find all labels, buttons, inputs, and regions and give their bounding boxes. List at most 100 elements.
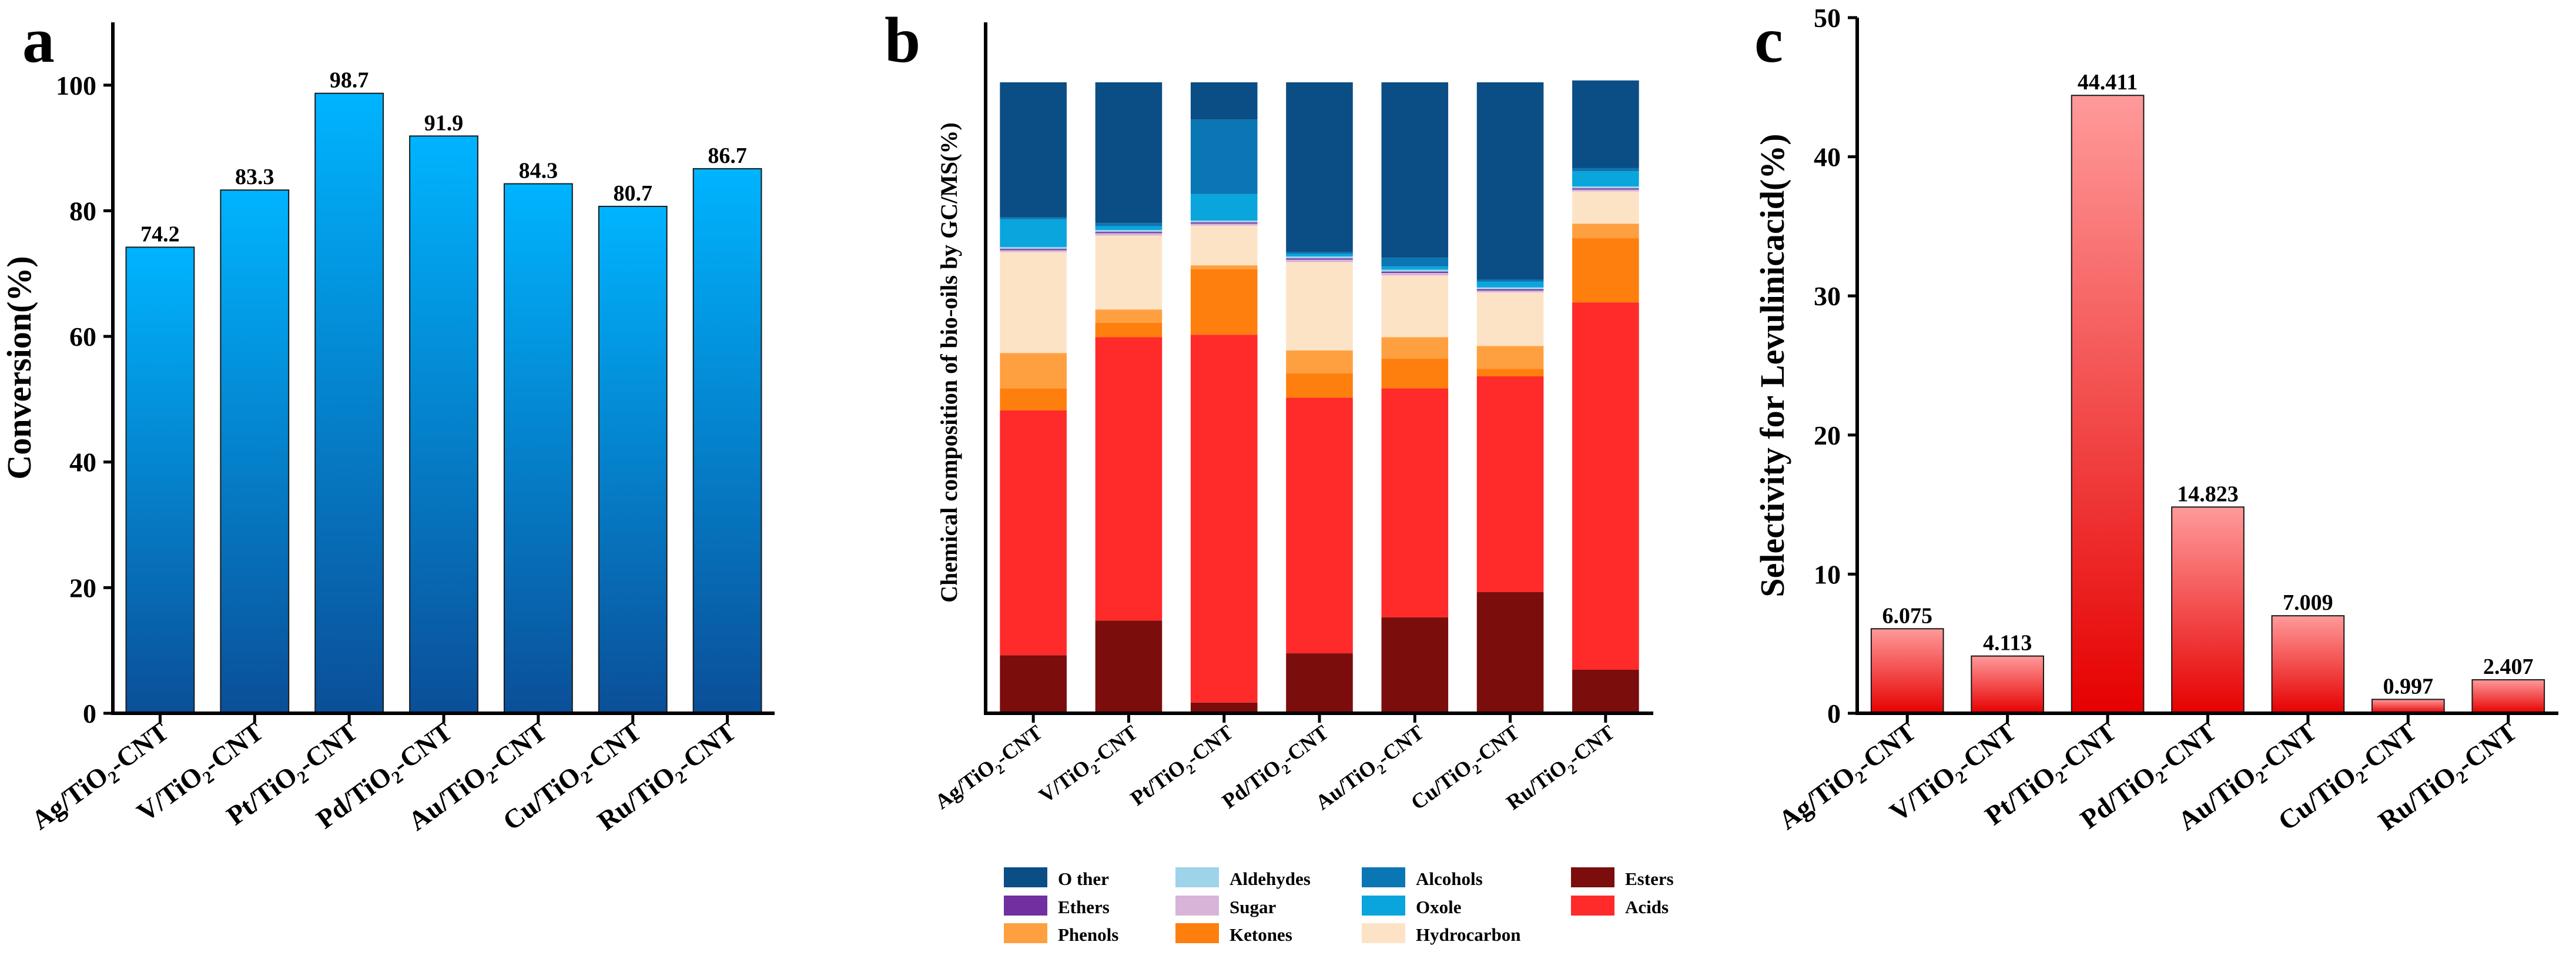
panel-c-data-label: 0.997 [2383,674,2434,699]
panel-a-bar-v-tio2-cnt [220,189,290,714]
legend-label-alcohols: Alcohols [1416,869,1483,889]
panel-a-y-tick-label: 60 [69,322,96,352]
panel-c-bar-cu-tio2-cnt [2371,699,2445,714]
panel-c-bar-ag-tio2-cnt [1870,628,1944,714]
panel-b-legend: O ther Aldehydes Alcohols Esters Ethers Sugar… [1004,867,1674,945]
panel-b-segment-ketones-ag-tio2-cnt [1000,388,1067,410]
panel-a-data-label: 98.7 [330,68,369,93]
panel-b-segment-acids-ru-tio2-cnt [1572,302,1639,670]
panel-b-segment-ethers-v-tio2-cnt [1095,232,1163,233]
panel-b-segment-hydrocarbon-au-tio2-cnt [1381,275,1449,338]
panel-b-segment-esters-cu-tio2-cnt [1476,592,1544,713]
legend-label-ketones: Ketones [1230,924,1292,945]
panel-b-x-tick-label: Ag/TiO2-CNT [930,720,1049,817]
panel-b-segment-esters-ru-tio2-cnt [1572,669,1639,713]
legend-swatch-hydrocarbon [1362,923,1405,943]
panel-b-segment-esters-ag-tio2-cnt [1000,655,1067,713]
panel-c-y-tick-label: 40 [1814,142,1841,172]
panel-a-bar-pt-tio2-cnt [314,92,384,714]
panel-b-segment-aldehydes-pd-tio2-cnt [1286,256,1353,259]
panel-a-y-axis-title: Conversion(%) [0,256,38,479]
panel-b-segment-aldehydes-pt-tio2-cnt [1190,220,1258,223]
panel-b-segment-aldehydes-ru-tio2-cnt [1572,186,1639,189]
panel-a-data-label: 83.3 [235,165,274,189]
panel-b-segment-sugar-pd-tio2-cnt [1286,259,1353,262]
panel-b-y-axis-title: Chemical composition of bio-oils by GC/M… [936,122,962,603]
panel-b-segment-phenols-au-tio2-cnt [1381,337,1449,359]
panel-b-segment-ethers-cu-tio2-cnt [1476,289,1544,291]
panel-b-segment-hydrocarbon-cu-tio2-cnt [1476,292,1544,346]
panel-c-data-label: 14.823 [2177,482,2239,506]
panel-b-segment-hydrocarbon-v-tio2-cnt [1095,235,1163,310]
legend-label-aldehydes: Aldehydes [1230,869,1311,889]
panel-b-segment-acids-ag-tio2-cnt [1000,410,1067,656]
panel-b-segment-oxole-pd-tio2-cnt [1286,253,1353,257]
legend-label-sugar: Sugar [1230,897,1276,917]
panel-a-y-tick-label: 80 [69,196,96,226]
panel-b-segment-acids-au-tio2-cnt [1381,388,1449,617]
panel-a-data-label: 80.7 [613,181,652,206]
panel-b-segment-acids-pd-tio2-cnt [1286,398,1353,654]
panel-b-segment-alcohols-ru-tio2-cnt [1572,168,1639,172]
panel-letter-a: a [22,4,55,76]
panel-b-segment-oxole-au-tio2-cnt [1381,266,1449,270]
panel-b-segment-oxole-v-tio2-cnt [1095,226,1163,231]
panel-b-segment-ethers-pt-tio2-cnt [1190,222,1258,224]
panel-a-data-label: 84.3 [519,159,558,183]
panel-c-bar-v-tio2-cnt [1971,655,2044,714]
panel-b-segment-phenols-v-tio2-cnt [1095,309,1163,323]
panel-c-bar-pt-tio2-cnt [2071,95,2145,714]
panel-c-y-tick-label: 50 [1814,3,1841,33]
panel-b-segment-phenols-pt-tio2-cnt [1190,265,1258,269]
panel-c-data-label: 7.009 [2283,590,2333,615]
panel-a-bar-pd-tio2-cnt [409,135,478,714]
panel-b-segment-aldehydes-cu-tio2-cnt [1476,287,1544,289]
legend-label-o-ther: O ther [1058,869,1109,889]
legend-swatch-aldehydes [1175,867,1219,887]
panel-a-y-tick-label: 40 [69,447,96,477]
panel-c-data-label: 4.113 [1983,631,2032,656]
panel-b-segment-esters-pt-tio2-cnt [1190,702,1258,713]
panel-b-segment-phenols-pd-tio2-cnt [1286,350,1353,373]
panel-b-segment-oxole-cu-tio2-cnt [1476,282,1544,288]
panel-c-y-tick-label: 10 [1814,559,1841,589]
panel-b-segment-aldehydes-v-tio2-cnt [1095,230,1163,232]
panel-a-data-label: 86.7 [708,143,747,168]
legend-label-ethers: Ethers [1058,897,1110,917]
panel-c-selectivity-chart: Selectivity for Levulinicacid(%) 0 10 20 30 4… [1753,3,2558,836]
panel-b-segment-o-ther-pd-tio2-cnt [1286,82,1353,252]
panel-c-bar-pd-tio2-cnt [2171,506,2245,714]
panel-b-segment-o-ther-ag-tio2-cnt [1000,82,1067,218]
panel-b-segment-alcohols-ag-tio2-cnt [1000,217,1067,219]
panel-a-data-label: 74.2 [140,222,180,246]
panel-b-segment-ketones-ru-tio2-cnt [1572,238,1639,303]
panel-b-segment-ketones-au-tio2-cnt [1381,358,1449,389]
panel-c-bar-ru-tio2-cnt [2471,679,2545,714]
panel-b-segment-alcohols-au-tio2-cnt [1381,258,1449,267]
panel-b-segment-sugar-cu-tio2-cnt [1476,290,1544,293]
panel-a-conversion-chart: Conversion(%)02040608010074.2Ag/TiO2-CNT… [0,22,775,836]
panel-a-bar-ru-tio2-cnt [692,168,762,714]
panel-b-segment-hydrocarbon-pt-tio2-cnt [1190,225,1258,266]
panel-b-segment-hydrocarbon-ag-tio2-cnt [1000,252,1067,353]
panel-b-segment-alcohols-v-tio2-cnt [1095,223,1163,226]
panel-b-segment-ketones-pd-tio2-cnt [1286,373,1353,398]
panel-b-segment-alcohols-pt-tio2-cnt [1190,119,1258,194]
legend-label-oxole: Oxole [1416,897,1462,917]
panel-b-segment-oxole-pt-tio2-cnt [1190,193,1258,221]
panel-b-segment-ethers-pd-tio2-cnt [1286,258,1353,260]
legend-swatch-phenols [1004,923,1047,943]
panel-a-data-label: 91.9 [424,111,464,135]
panel-a-y-tick-label: 0 [83,699,96,729]
panel-c-y-axis-title: Selectivity for Levulinicacid(%) [1753,133,1791,597]
panel-a-y-tick-label: 20 [69,573,96,603]
panel-letter-c: c [1754,4,1783,76]
panel-b-segment-ethers-ru-tio2-cnt [1572,188,1639,190]
panel-b-segment-hydrocarbon-ru-tio2-cnt [1572,191,1639,224]
panel-b-segment-ethers-au-tio2-cnt [1381,271,1449,273]
panel-b-segment-esters-v-tio2-cnt [1095,620,1163,713]
panel-b-segment-ketones-cu-tio2-cnt [1476,369,1544,377]
panel-b-x-tick-label: V/TiO2-CNT [1034,720,1145,811]
panel-b-segment-sugar-pt-tio2-cnt [1190,223,1258,226]
